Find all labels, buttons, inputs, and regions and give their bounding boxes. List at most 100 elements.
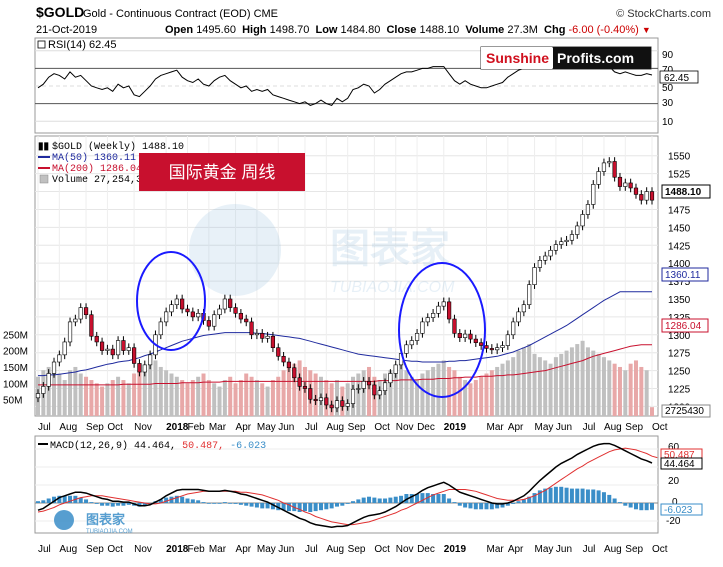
macd-hist-bar (270, 503, 275, 510)
volume-bar (217, 386, 222, 416)
candle-body (457, 333, 462, 338)
price-tick-label: 1375 (668, 277, 691, 288)
macd-hist-bar (441, 494, 446, 503)
candle-body (185, 308, 190, 313)
x-axis-bottom: Jul Aug Sep Oct Nov 2018 Feb Mar Apr May Jun Jul Aug… (38, 544, 668, 555)
candle-body (233, 307, 238, 314)
macd-histogram (36, 486, 654, 512)
candle-body (286, 361, 292, 369)
candle-body (633, 187, 639, 195)
volume-bar (292, 363, 297, 416)
macd-hist-bar (399, 495, 404, 503)
candle-body (276, 347, 281, 357)
macd-hist-bar (372, 497, 377, 503)
volume-bar (153, 360, 158, 416)
volume-bar (329, 383, 334, 416)
candle-body (244, 318, 249, 323)
highlight-circle-2018 (136, 251, 206, 351)
volume-bar (516, 350, 521, 416)
price-tick-label: 1275 (668, 349, 691, 360)
macd-hist-bar (447, 498, 452, 503)
macd-hist-bar (484, 503, 489, 510)
volume-bar (148, 363, 153, 416)
volume-bar (270, 380, 275, 416)
volume-bar (484, 373, 489, 416)
macd-hist-bar (180, 496, 185, 503)
macd-hist-bar (329, 503, 334, 509)
volume-bar (233, 383, 238, 416)
x-tick-label: Apr (508, 422, 524, 433)
volume-bar (57, 373, 62, 416)
macd-hist-bar (313, 503, 318, 512)
volume-bar (553, 357, 558, 416)
volume-bar (73, 366, 78, 416)
macd-hist-bar (650, 503, 654, 510)
candle-body (196, 313, 201, 318)
x-tick-label: Oct (374, 544, 390, 555)
symbol-description: Gold - Continuous Contract (EOD) CME (83, 8, 278, 20)
rsi-value-tag-text: 62.45 (664, 73, 689, 84)
volume-bar (222, 380, 227, 416)
macd-hist-bar (639, 503, 644, 511)
macd-hist-bar (164, 497, 169, 503)
x-tick-label: Sep (625, 544, 643, 555)
volume-bar (511, 357, 516, 416)
macd-value-tag (660, 457, 703, 470)
watermark: 图表家 TUBIAOJIA.COM (189, 204, 455, 296)
candle-body (292, 367, 297, 379)
macd-hist-bar (532, 493, 537, 503)
price-tick-label: 1325 (668, 313, 691, 324)
macd-legend-macd: 44.464, (134, 441, 176, 452)
volume-tick-label: 100M (3, 379, 28, 390)
candle-body (238, 313, 243, 320)
candle-body (169, 304, 174, 313)
macd-hist-bar (78, 497, 83, 503)
macd-hist-bar (281, 503, 286, 511)
candle-body (164, 311, 169, 323)
price-tick-label: 1475 (668, 205, 691, 216)
candle-body (217, 308, 222, 316)
volume-bar (436, 363, 441, 416)
x-tick-label: Oct (374, 422, 390, 433)
volume-bar (521, 347, 526, 416)
candle-body (452, 318, 457, 334)
macd-hist-bar (244, 503, 249, 506)
volume-bar (196, 376, 201, 416)
volume-bar (575, 344, 580, 416)
x-tick-label: Jul (583, 422, 596, 433)
macd-hist-bar (276, 503, 281, 511)
candle-body (409, 340, 414, 346)
candle-body (51, 361, 57, 374)
rsi-tick-90: 90 (662, 50, 674, 61)
price-tick-label: 1350 (668, 295, 691, 306)
volume-bar (254, 380, 259, 416)
macd-hist-bar (68, 495, 73, 503)
macd-legend-signal: 50.487, (182, 441, 224, 452)
candle-body (110, 348, 115, 356)
x-tick-label: May (257, 422, 276, 433)
macd-hist-bar (553, 486, 558, 503)
volume-bar (78, 373, 83, 416)
close-value: 1488.10 (419, 24, 460, 36)
candle-body (404, 344, 409, 354)
candle-body (420, 321, 425, 334)
macd-hist-bar (340, 503, 345, 506)
candle-body (281, 355, 286, 363)
macd-hist-bar (527, 496, 532, 503)
candle-body (377, 390, 382, 396)
macd-watermark-logo: 图表家 TUBIAOJIA.COM (54, 510, 133, 535)
provider-credit[interactable]: © StockCharts.com (616, 8, 711, 20)
highlight-circle-2019 (398, 262, 486, 398)
candle-body (67, 321, 73, 343)
watermark-en: TUBIAOJIA.COM (330, 279, 455, 296)
volume-bar (569, 347, 574, 416)
macd-hist-bar (420, 493, 425, 503)
macd-hist-bar (537, 490, 542, 503)
macd-hist-bar (516, 501, 521, 503)
x-tick-label: Feb (187, 544, 205, 555)
volume-bar (158, 366, 163, 416)
candle-body (297, 377, 302, 387)
high-label: High (242, 24, 267, 36)
legend-ma200-text: MA(200) 1286.04 (52, 163, 142, 175)
macd-hist-bar (468, 503, 473, 509)
